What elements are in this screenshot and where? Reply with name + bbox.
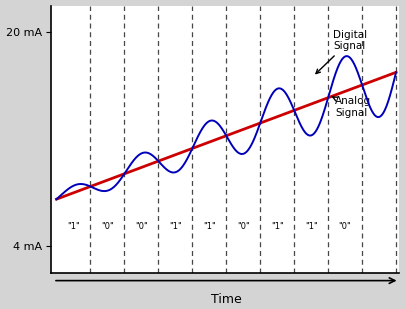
Text: "0": "0" [101,222,114,231]
Text: "0": "0" [237,222,249,231]
Text: "1": "1" [169,222,182,231]
Text: "1": "1" [203,222,216,231]
Text: "0": "0" [339,222,352,231]
Text: Time: Time [211,293,242,306]
Text: Digital
Signal: Digital Signal [316,30,367,74]
Text: Analog
Signal: Analog Signal [332,96,371,118]
Text: "1": "1" [305,222,318,231]
Text: "1": "1" [67,222,80,231]
Text: "1": "1" [271,222,283,231]
Text: "0": "0" [135,222,148,231]
